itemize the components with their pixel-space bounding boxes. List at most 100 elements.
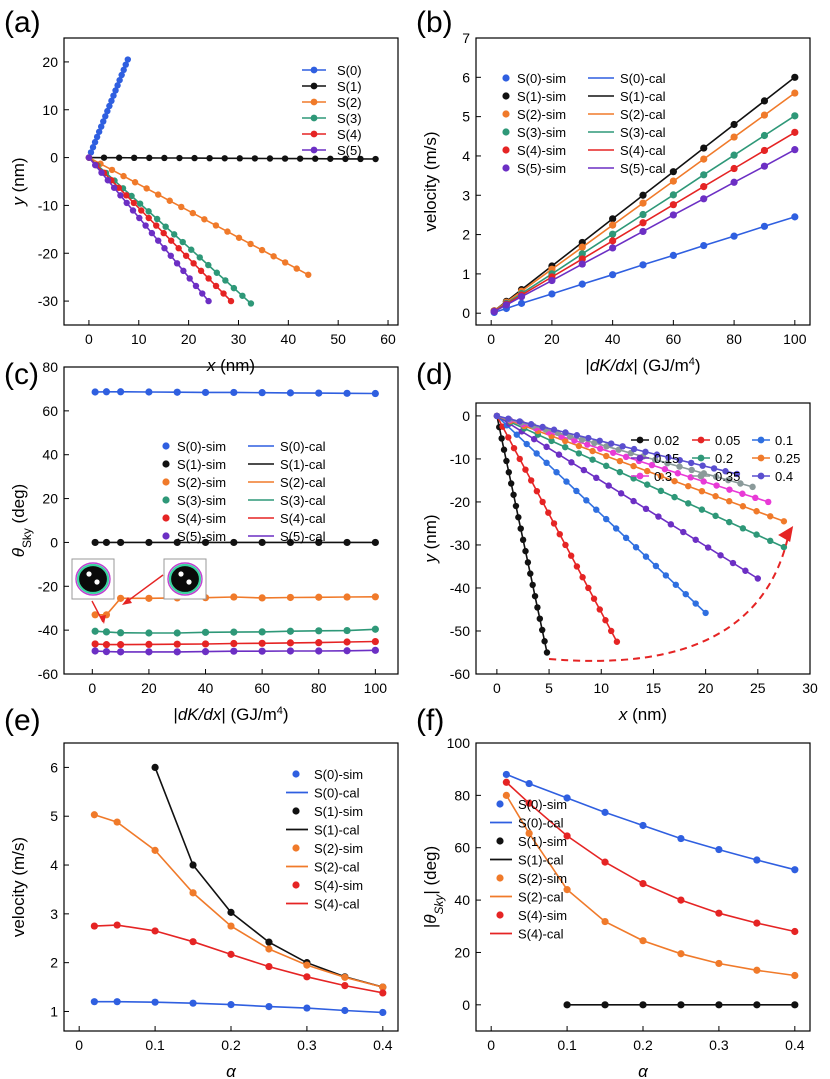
- data-point: [725, 476, 732, 484]
- data-point: [548, 437, 555, 445]
- data-point: [315, 538, 323, 547]
- legend-label: S(4)-cal: [314, 897, 360, 912]
- legend-label: 0.25: [775, 451, 800, 466]
- data-point: [791, 89, 799, 97]
- data-point: [753, 919, 761, 927]
- data-point: [567, 552, 575, 559]
- data-point: [534, 604, 541, 611]
- data-point: [117, 538, 125, 547]
- data-point: [192, 282, 200, 290]
- x-tick-label: 0: [85, 331, 93, 347]
- x-axis-label-part: α: [226, 1062, 237, 1079]
- x-tick-label: 60: [666, 331, 682, 347]
- y-tick-label: 5: [462, 109, 470, 125]
- data-point: [609, 230, 617, 238]
- data-point: [151, 927, 159, 935]
- y-tick-label: 80: [454, 787, 470, 803]
- data-point: [677, 896, 685, 904]
- data-point: [687, 474, 694, 481]
- data-point: [639, 191, 647, 199]
- data-point: [677, 834, 685, 843]
- data-point: [523, 440, 530, 448]
- x-axis-label: |dK/dx| (GJ/m4): [173, 705, 288, 724]
- data-point: [93, 133, 101, 141]
- data-point: [213, 269, 221, 276]
- legend-label: S(0)-cal: [280, 439, 326, 454]
- data-point: [197, 267, 205, 275]
- data-point: [265, 945, 273, 953]
- data-point: [89, 144, 97, 151]
- plot-frame: [63, 366, 399, 675]
- data-point: [717, 552, 724, 559]
- data-point: [563, 478, 570, 485]
- data-point: [201, 628, 210, 636]
- x-tick-label: 30: [231, 331, 247, 347]
- data-point: [296, 155, 304, 162]
- data-point: [212, 282, 220, 290]
- data-point: [281, 155, 289, 162]
- data-point: [201, 538, 210, 547]
- data-point: [342, 155, 349, 163]
- x-tick-label: 80: [311, 680, 327, 696]
- x-tick-label: 40: [198, 680, 214, 696]
- data-point: [749, 483, 756, 491]
- plot-frame: [475, 37, 811, 326]
- data-point: [502, 791, 510, 799]
- data-point: [502, 778, 510, 786]
- data-point: [227, 922, 235, 930]
- x-axis-label-part: ): [283, 705, 289, 724]
- data-point: [186, 275, 193, 282]
- data-point: [205, 275, 212, 282]
- x-axis-label: x (nm): [206, 356, 255, 375]
- data-point: [630, 462, 637, 470]
- data-point: [669, 191, 677, 199]
- data-point: [315, 627, 323, 635]
- data-point: [562, 443, 569, 451]
- data-point: [589, 456, 596, 463]
- data-point: [102, 113, 109, 120]
- legend-marker: [292, 807, 300, 815]
- data-point: [527, 421, 535, 428]
- y-axis-label-part: |: [421, 924, 440, 928]
- x-tick-label: 100: [364, 680, 388, 696]
- data-point: [112, 87, 119, 94]
- legend-marker: [502, 146, 510, 154]
- data-point: [117, 388, 125, 396]
- data-point: [90, 811, 98, 819]
- plot-area: [71, 388, 379, 656]
- data-point: [212, 222, 220, 229]
- legend-label: S(2)-sim: [517, 107, 566, 122]
- series-line-0.15: [496, 415, 759, 580]
- data-point: [517, 293, 526, 301]
- plot-area: [493, 412, 794, 662]
- data-point: [553, 468, 560, 476]
- data-point: [189, 889, 197, 897]
- data-point: [605, 482, 612, 489]
- data-point: [206, 154, 213, 162]
- legend-label: 0.3: [654, 469, 672, 484]
- y-tick-label: -20: [38, 245, 58, 261]
- data-point: [601, 808, 609, 816]
- data-point: [603, 462, 610, 470]
- data-point: [201, 388, 210, 397]
- y-axis-label-part: Sky: [20, 528, 34, 548]
- legend-label: S(4)-cal: [280, 511, 326, 526]
- legend: 0.02 0.05 0.1 0.15 0.2 0.25 0.3 0.35 0.4: [631, 433, 800, 484]
- data-point: [357, 155, 364, 163]
- legend-label: S(3)-sim: [177, 493, 226, 508]
- data-point: [562, 429, 569, 436]
- data-point: [343, 638, 351, 646]
- data-point: [118, 71, 125, 79]
- skyrmion-core: [76, 563, 110, 595]
- data-point: [161, 245, 168, 252]
- data-point: [529, 581, 536, 589]
- y-tick-label: -60: [450, 666, 470, 682]
- data-point: [609, 237, 617, 245]
- data-point: [644, 467, 651, 475]
- data-point: [562, 437, 569, 445]
- data-point: [170, 231, 178, 238]
- data-point: [760, 97, 769, 105]
- data-point: [154, 191, 162, 198]
